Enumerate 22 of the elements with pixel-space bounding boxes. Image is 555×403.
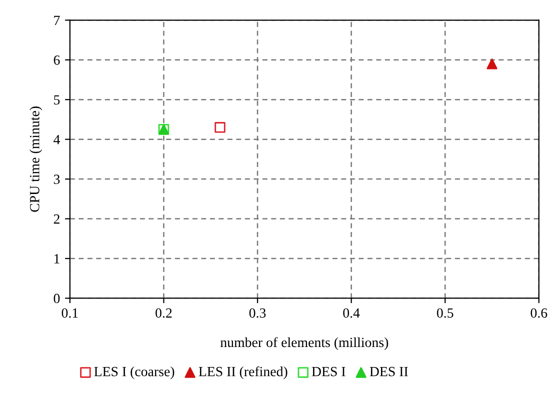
legend-label: LES II (refined) [198, 366, 288, 380]
y-tick-label: 0 [54, 294, 60, 304]
x-tick-label: 0.5 [436, 308, 454, 318]
y-tick-label: 3 [54, 174, 60, 184]
y-tick-label: 7 [54, 16, 60, 25]
y-tick-label: 4 [54, 135, 60, 144]
legend-label: LES I (coarse) [94, 366, 174, 380]
x-tick-label: 0.2 [156, 308, 172, 318]
y-axis-title: CPU time (minute) [30, 106, 42, 212]
y-tick-label: 1 [54, 254, 60, 264]
legend-label: DES II [370, 366, 408, 376]
y-tick-label: 6 [54, 55, 60, 65]
y-tick-label: 2 [54, 214, 60, 224]
y-tick-label: 5 [54, 95, 60, 105]
point [214, 122, 226, 133]
x-tick-label: 0.4 [343, 308, 360, 318]
x-tick-label: 0.1 [62, 308, 78, 318]
x-tick-label: 0.3 [249, 308, 266, 318]
point [486, 58, 498, 70]
legend-label: DES I [312, 366, 346, 376]
x-axis-title: number of elements (millions) [220, 337, 388, 350]
x-tick-label: 0.6 [530, 308, 548, 318]
